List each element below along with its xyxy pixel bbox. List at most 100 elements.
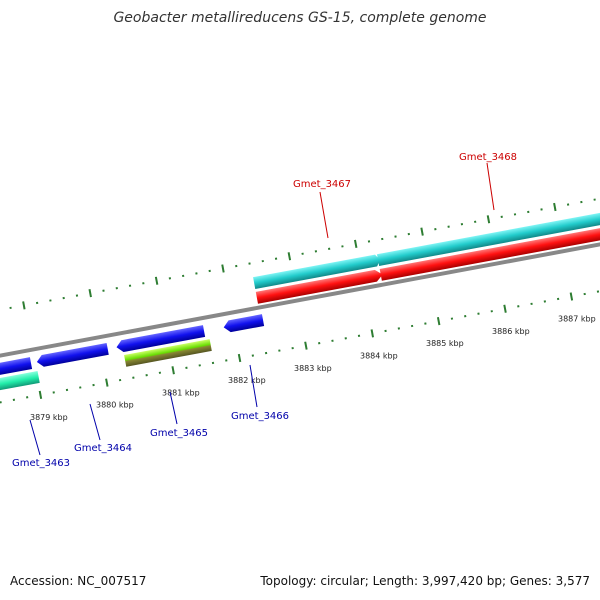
upper-row-minor-tick [527,210,530,214]
lower-row-major-tick [38,390,43,400]
gene-arrow-gmet-3467[interactable] [255,269,384,304]
upper-row-major-tick [353,239,358,249]
leader-line-gmet-3467 [319,191,329,239]
lower-row-minor-tick [530,302,533,306]
upper-row-minor-tick [327,247,331,250]
lower-row-minor-tick [543,300,547,303]
lower-tick-row [0,290,600,404]
upper-row-minor-tick [580,200,583,204]
lower-row-minor-tick [251,354,254,357]
tick-label: 3880 kbp [96,401,134,410]
lower-row-minor-tick [118,378,122,382]
upper-row-major-tick [553,202,557,212]
upper-row-minor-tick [447,225,450,228]
gene-arrow-gmet-3468[interactable] [379,225,600,281]
tick-label: 3881 kbp [162,388,200,397]
genome-summary-text: Topology: circular; Length: 3,997,420 bp… [260,574,590,588]
tick-label: 3879 kbp [30,413,68,422]
genome-backbone [0,232,600,368]
upper-row-minor-tick [540,208,543,211]
lower-row-minor-tick [132,376,135,379]
gene-arrow-gmet-3468-forward[interactable] [376,211,600,267]
accession-text: Accession: NC_007517 [10,574,147,588]
lower-row-minor-tick [583,292,586,296]
lower-row-minor-tick [490,310,493,313]
upper-row-minor-tick [35,301,39,305]
upper-row-minor-tick [474,220,477,223]
lower-row-minor-tick [52,391,55,394]
lower-row-minor-tick [92,383,95,387]
lower-row-minor-tick [0,401,2,404]
lower-row-minor-tick [158,371,162,374]
upper-row-minor-tick [115,287,118,290]
upper-row-minor-tick [314,250,318,253]
lower-row-minor-tick [278,349,281,352]
lower-row-minor-tick [145,374,148,377]
tick-label: 3886 kbp [492,327,530,336]
leader-line-gmet-3468 [486,162,495,211]
upper-row-major-tick [88,288,92,298]
gene-label-gmet-3466[interactable]: Gmet_3466 [231,411,289,422]
lower-row-minor-tick [79,386,82,389]
tick-label: 3884 kbp [360,352,398,361]
upper-row-major-tick [221,264,225,273]
upper-row-minor-tick [394,235,397,238]
upper-row-minor-tick [381,237,384,241]
tick-label: 3887 kbp [558,315,596,324]
gene-label-gmet-3465[interactable]: Gmet_3465 [150,428,208,439]
upper-row-minor-tick [248,262,251,265]
lower-row-minor-tick [450,317,454,320]
lower-row-minor-tick [477,312,480,315]
upper-row-minor-tick [62,296,65,300]
upper-row-minor-tick [434,227,437,231]
upper-row-minor-tick [75,294,79,297]
upper-row-minor-tick [128,284,132,287]
lower-row-major-tick [370,329,375,338]
lower-row-minor-tick [596,290,600,293]
lower-row-minor-tick [65,388,69,392]
lower-row-major-tick [105,378,109,387]
upper-row-minor-tick [341,245,344,248]
lower-row-major-tick [569,292,574,301]
lower-row-minor-tick [556,297,560,301]
gene-label-gmet-3464[interactable]: Gmet_3464 [74,443,132,454]
lower-row-minor-tick [384,329,387,333]
lower-row-minor-tick [357,334,361,338]
upper-row-minor-tick [102,289,105,292]
gene-arrow-gmet-3463[interactable] [0,371,40,394]
tick-label: 3883 kbp [294,364,332,373]
gene-label-gmet-3463[interactable]: Gmet_3463 [12,458,70,469]
lower-row-minor-tick [185,366,188,369]
gene-arrow-gmet-3464[interactable] [36,342,109,368]
gene-arrow-gmet-3463-upper[interactable] [0,357,33,379]
lower-row-minor-tick [198,364,201,367]
upper-row-minor-tick [235,264,238,268]
map-title: Geobacter metallireducens GS-15, complet… [113,10,487,26]
upper-row-minor-tick [274,257,278,260]
lower-row-major-tick [503,304,507,313]
upper-row-minor-tick [593,198,596,201]
leader-line-gmet-3464 [89,403,101,441]
upper-row-minor-tick [500,215,503,219]
upper-row-minor-tick [407,232,410,236]
upper-row-major-tick [486,215,491,224]
gene-arrow-gmet-3465-blue[interactable] [115,325,206,353]
gene-label-gmet-3467[interactable]: Gmet_3467 [293,179,351,190]
tick-label: 3885 kbp [426,339,464,348]
lower-row-minor-tick [464,314,467,318]
lower-row-minor-tick [397,327,401,330]
lower-row-minor-tick [344,337,347,340]
gene-arrow-gmet-3465[interactable] [124,339,212,367]
lower-row-minor-tick [331,339,334,342]
gene-arrow-gmet-3466[interactable] [223,314,265,333]
leader-line-gmet-3466 [249,364,258,408]
lower-row-minor-tick [26,396,29,399]
lower-row-major-tick [171,366,175,375]
upper-row-major-tick [22,301,26,310]
upper-row-minor-tick [181,274,185,278]
upper-row-minor-tick [9,306,12,310]
tick-labels: 3879 kbp 3880 kbp 3881 kbp 3882 kbp 3883 kbp… [30,315,596,422]
upper-row-minor-tick [301,252,304,255]
gene-arrow-gmet-3467-forward[interactable] [253,254,381,289]
gene-label-gmet-3468[interactable]: Gmet_3468 [459,152,517,163]
